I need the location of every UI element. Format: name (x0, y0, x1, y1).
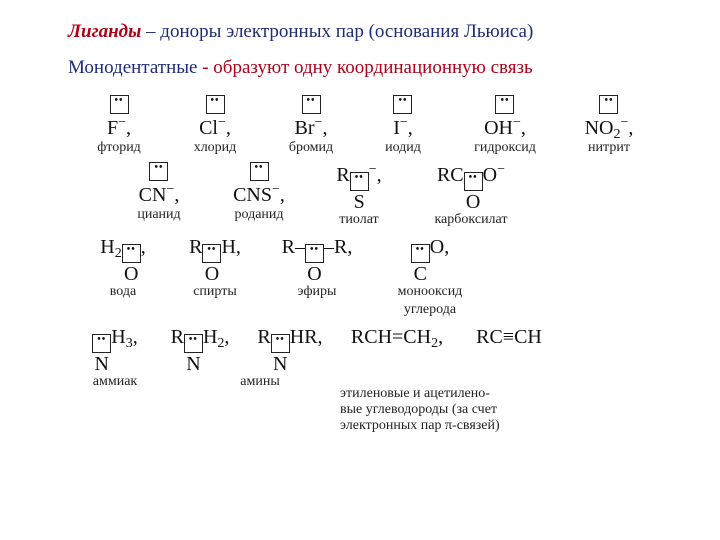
label-thiolate: тиолат (320, 212, 398, 228)
label-carboxylate: карбоксилат (416, 212, 526, 228)
subtitle-lead: Монодентатные (68, 57, 197, 78)
page-subtitle: Монодентатные - образуют одну координаци… (68, 57, 660, 79)
cell-co: CO, монооксид углерода (380, 236, 480, 318)
label-chloride: хлорид (176, 140, 254, 156)
label-water: вода (88, 284, 158, 300)
hc-line3: электронных пар π-связей) (340, 418, 500, 434)
cell-chloride: Cl−, хлорид (176, 97, 254, 156)
cell-iodide: I−, иодид (368, 97, 438, 156)
hydrocarbons-note: этиленовые и ацетилено- вые углеводороды… (340, 386, 500, 434)
label-ethers: эфиры (272, 284, 362, 300)
row-4: NH3, аммиак RNH2, RNHR, амины RCH=CH2, R… (80, 326, 672, 390)
title-lead: Лиганды (68, 21, 141, 42)
label-co-1: монооксид (380, 284, 480, 300)
cell-ethylene: RCH=CH2, (342, 326, 452, 390)
label-iodide: иодид (368, 140, 438, 156)
cell-alcohols: ROH, спирты (176, 236, 254, 318)
label-co-2: углерода (380, 302, 480, 318)
label-amines: амины (190, 374, 330, 390)
label-thiocyanate: роданид (216, 207, 302, 223)
cell-ammonia: NH3, аммиак (80, 326, 150, 390)
subtitle-rest: - образуют одну координационную связь (197, 57, 532, 78)
row-2: CN−, цианид CNS−, роданид RS−, тиолат RC… (120, 164, 672, 228)
cell-fluoride: F−, фторид (80, 97, 158, 156)
cell-ethers: R–O–R, эфиры (272, 236, 362, 318)
page-title: Лиганды – доноры электронных пар (основа… (68, 18, 660, 47)
row-1: F−, фторид Cl−, хлорид Br−, бромид I−, и… (80, 97, 672, 156)
cell-hydroxide: OH−, гидроксид (456, 97, 554, 156)
cell-carboxylate: RCOO− карбоксилат (416, 164, 526, 228)
title-rest: – доноры электронных пар (основания Льюи… (141, 21, 533, 42)
row-4-note: этиленовые и ацетилено- вые углеводороды… (340, 384, 672, 434)
label-alcohols: спирты (176, 284, 254, 300)
label-fluoride: фторид (80, 140, 158, 156)
cell-nitrite: NO2−, нитрит (572, 97, 646, 156)
ligand-grid: F−, фторид Cl−, хлорид Br−, бромид I−, и… (0, 79, 720, 434)
hc-line2: вые углеводороды (за счет (340, 402, 500, 418)
cell-amine-secondary: RNHR, амины (250, 326, 330, 390)
label-hydroxide: гидроксид (456, 140, 554, 156)
cell-cyanide: CN−, цианид (120, 164, 198, 228)
cell-acetylene: RC≡CH (464, 326, 554, 390)
cell-water: H2O, вода (88, 236, 158, 318)
label-cyanide: цианид (120, 207, 198, 223)
label-nitrite: нитрит (572, 140, 646, 156)
cell-thiocyanate: CNS−, роданид (216, 164, 302, 228)
row-3: H2O, вода ROH, спирты R–O–R, эфиры CO, м… (88, 236, 672, 318)
cell-thiolate: RS−, тиолат (320, 164, 398, 228)
label-bromide: бромид (272, 140, 350, 156)
label-ammonia: аммиак (80, 374, 150, 390)
cell-bromide: Br−, бромид (272, 97, 350, 156)
